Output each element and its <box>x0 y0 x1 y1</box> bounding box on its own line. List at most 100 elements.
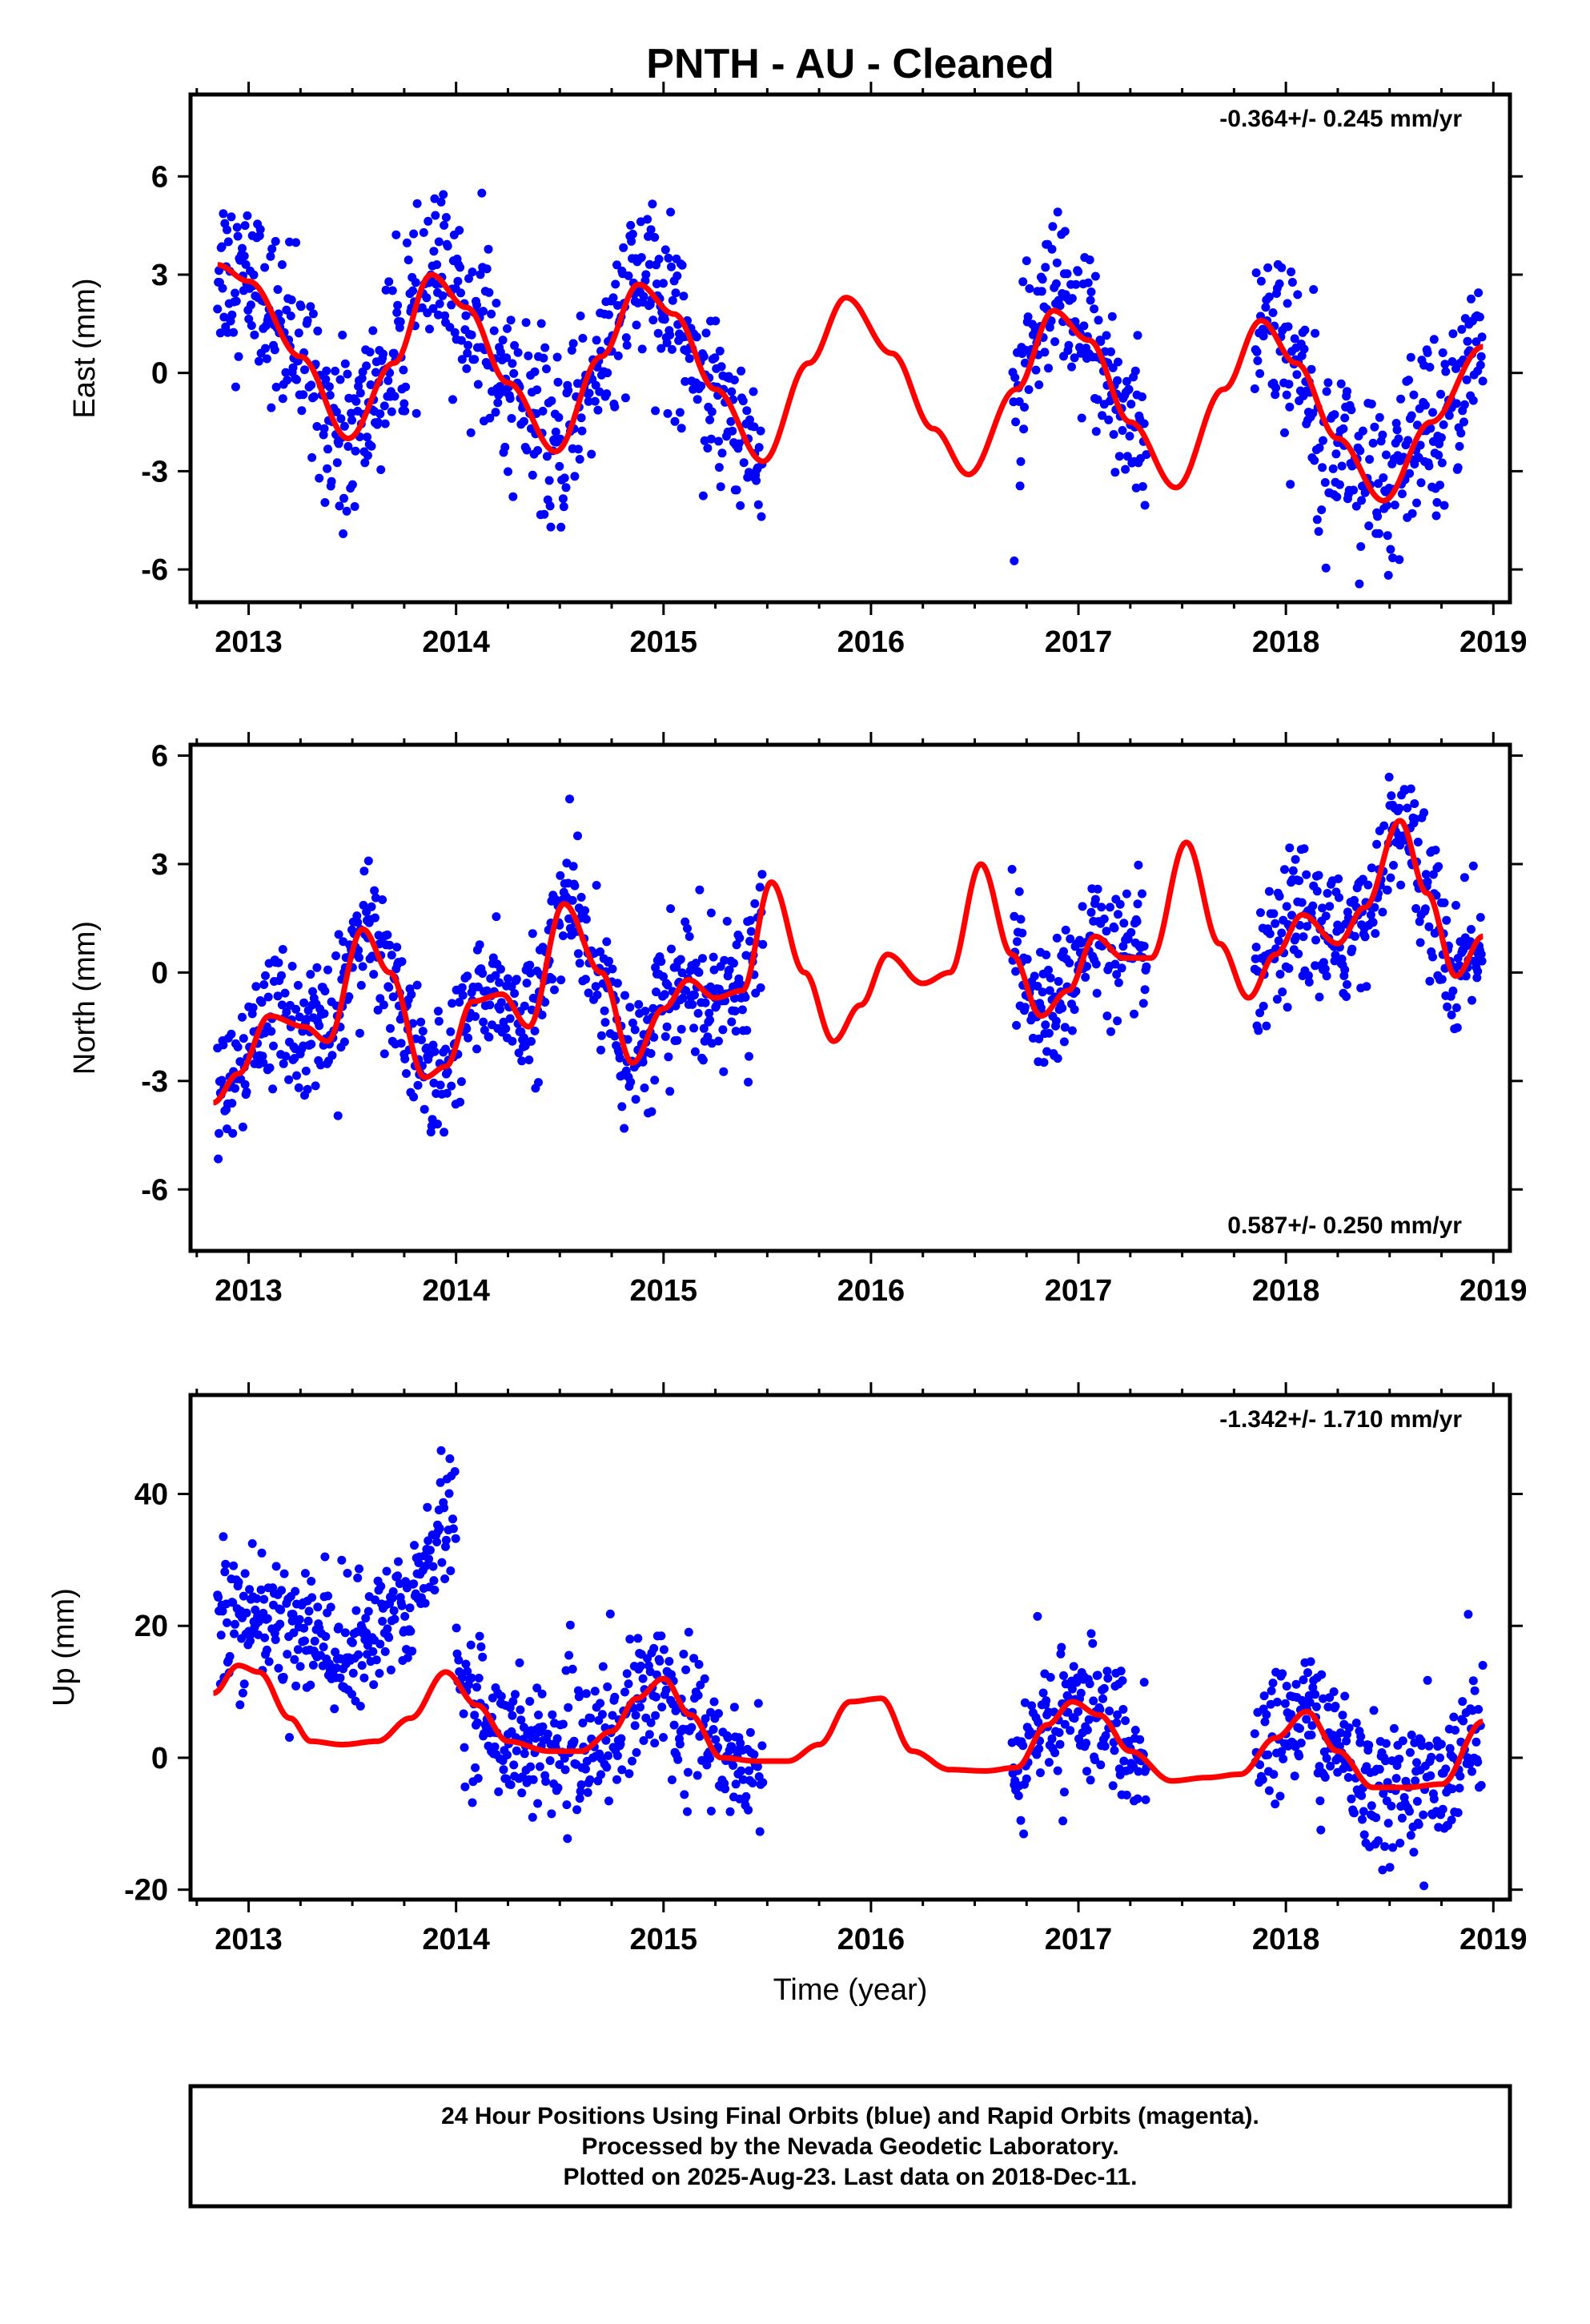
data-point <box>570 472 580 481</box>
data-point <box>313 1602 323 1612</box>
data-point <box>1045 986 1054 995</box>
data-point <box>339 1037 349 1047</box>
data-point <box>1132 917 1142 927</box>
data-point <box>547 396 556 405</box>
data-point <box>508 1036 517 1046</box>
data-point <box>1355 446 1365 456</box>
data-point <box>1306 1657 1315 1667</box>
data-point <box>1070 1005 1079 1015</box>
data-point <box>1299 932 1308 942</box>
data-point <box>1323 889 1332 898</box>
data-point <box>274 958 283 967</box>
data-point <box>274 1663 283 1673</box>
data-point <box>223 225 231 235</box>
data-point <box>574 1692 584 1702</box>
data-point <box>1016 1815 1026 1825</box>
data-point <box>256 1585 266 1594</box>
data-point <box>1297 898 1307 907</box>
data-point <box>1455 1783 1464 1793</box>
data-point <box>348 1668 358 1678</box>
data-point <box>491 971 500 980</box>
data-point <box>1395 1755 1404 1764</box>
data-point <box>1022 955 1032 964</box>
data-point <box>1412 420 1422 430</box>
data-point <box>325 391 335 400</box>
data-point <box>1024 385 1034 394</box>
data-point <box>608 964 617 974</box>
data-point <box>1472 973 1482 983</box>
data-point <box>1053 207 1062 217</box>
data-point <box>1435 480 1444 490</box>
footer-box: 24 Hour Positions Using Final Orbits (bl… <box>188 2084 1512 2209</box>
east-y-axis-label: East (mm) <box>68 278 102 418</box>
data-point <box>462 364 472 373</box>
data-point <box>1357 1791 1367 1800</box>
data-point <box>1277 1747 1287 1756</box>
data-point <box>277 1586 286 1595</box>
data-point <box>304 1606 314 1616</box>
up-y-axis-label: Up (mm) <box>47 1588 81 1707</box>
data-point <box>273 285 283 294</box>
data-point <box>295 1012 304 1022</box>
data-point <box>1086 296 1095 305</box>
data-point <box>1093 395 1102 404</box>
data-point <box>735 933 745 943</box>
data-point <box>495 978 504 987</box>
data-point <box>684 1627 693 1637</box>
data-point <box>1368 918 1378 927</box>
data-point <box>409 229 419 239</box>
data-point <box>1282 390 1291 400</box>
data-point <box>757 512 766 521</box>
data-point <box>1337 461 1347 471</box>
data-point <box>1118 1676 1127 1686</box>
data-point <box>723 1733 733 1743</box>
data-point <box>1319 436 1327 445</box>
data-point <box>628 1756 636 1766</box>
data-point <box>380 1647 390 1656</box>
data-point <box>1082 1739 1091 1748</box>
x-tick-label: 2014 <box>422 1923 490 1956</box>
data-point <box>610 1692 620 1702</box>
data-point <box>463 1667 472 1676</box>
data-point <box>259 1058 268 1068</box>
data-point <box>265 1063 275 1072</box>
data-point <box>1121 464 1130 474</box>
data-point <box>1114 357 1122 367</box>
y-tick-label: 6 <box>151 740 168 774</box>
data-point <box>1058 1003 1067 1013</box>
data-point <box>1355 579 1364 589</box>
data-point <box>334 1622 343 1632</box>
data-point <box>1373 512 1383 521</box>
data-point <box>651 1711 660 1720</box>
data-point <box>749 1750 759 1759</box>
data-point <box>397 1601 407 1610</box>
data-point <box>467 1673 476 1683</box>
data-point <box>1428 952 1437 962</box>
data-point <box>1411 814 1420 824</box>
data-point <box>313 326 323 336</box>
data-point <box>1287 278 1297 287</box>
data-point <box>1251 268 1261 278</box>
data-point <box>295 1662 305 1671</box>
data-point <box>281 1051 291 1061</box>
data-point <box>598 1662 608 1671</box>
data-point <box>552 1734 562 1743</box>
data-point <box>738 1775 748 1784</box>
data-point <box>1403 436 1413 445</box>
data-point <box>577 426 587 436</box>
data-point <box>1379 821 1389 830</box>
data-point <box>1268 1679 1278 1688</box>
data-point <box>590 1687 600 1696</box>
data-point <box>651 406 660 416</box>
data-point <box>685 354 694 364</box>
data-point <box>648 199 657 209</box>
data-point <box>734 439 744 448</box>
data-point <box>525 1697 535 1706</box>
data-point <box>363 451 372 460</box>
data-point <box>1103 1674 1113 1683</box>
data-point <box>357 374 367 383</box>
east-rate-label: -0.364+/- 0.245 mm/yr <box>1219 106 1462 132</box>
data-point <box>1476 950 1486 959</box>
data-point <box>693 1691 703 1700</box>
data-point <box>644 231 652 241</box>
